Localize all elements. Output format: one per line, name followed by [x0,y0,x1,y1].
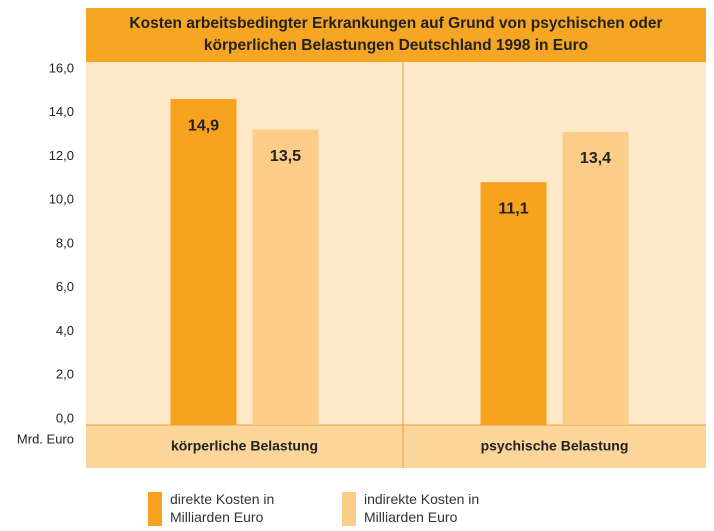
y-tick-label: 14,0 [49,104,74,119]
y-tick-label: 10,0 [49,192,74,207]
data-label: 11,1 [498,200,528,217]
y-tick-label: 8,0 [56,235,74,250]
legend-swatch [342,492,356,526]
bar [562,131,629,425]
chart-title: Kosten arbeitsbedingter Erkrankungen auf… [129,15,663,54]
x-tick-label: körperliche Belastung [171,438,318,454]
y-tick-label: 6,0 [56,279,74,294]
y-tick-label: 0,0 [56,410,74,425]
bar [252,129,319,425]
y-tick-label: 12,0 [49,148,74,163]
y-tick-label: 16,0 [49,60,74,75]
y-tick-label: 2,0 [56,367,74,382]
x-tick-label: psychische Belastung [481,438,629,454]
bar [480,182,547,425]
y-axis-label: Mrd. Euro [17,431,74,446]
legend-label: direkte Kosten in Milliarden Euro [170,491,275,525]
bar [170,99,237,425]
data-label: 13,5 [270,148,301,165]
legend-swatch [148,492,162,526]
data-label: 13,4 [580,150,611,167]
data-label: 14,9 [188,117,219,134]
category-band [86,425,706,468]
title-box: Kosten arbeitsbedingter Erkrankungen auf… [86,8,706,62]
legend-label: indirekte Kosten in Milliarden Euro [364,491,480,525]
y-tick-label: 4,0 [56,323,74,338]
